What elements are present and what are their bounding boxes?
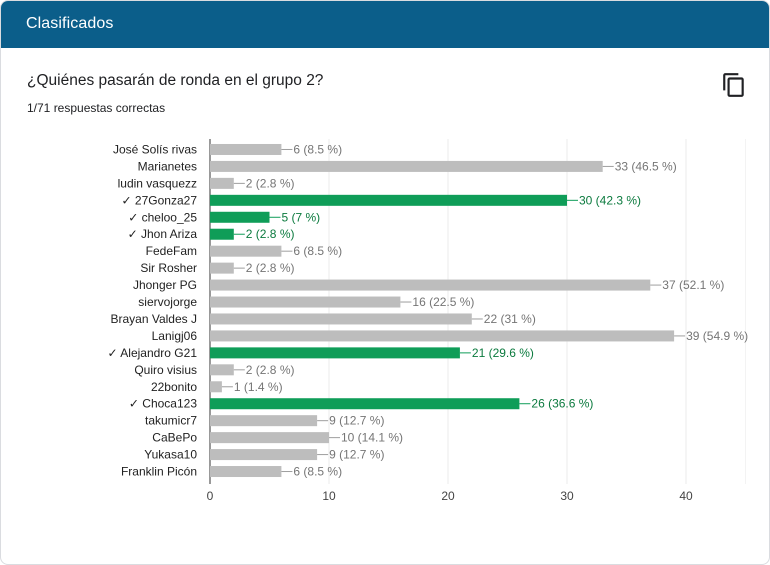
results-bar-chart: 0 10 20 30 40 José Solís rivas 6 (8.5 %) Marian… — [108, 139, 748, 503]
value-label: 39 (54.9 %) — [686, 329, 748, 343]
category-label: ludin vasquezz — [118, 176, 197, 190]
bar — [210, 279, 651, 291]
category-label: Yukasa10 — [144, 448, 197, 462]
category-label: siervojorge — [138, 295, 197, 309]
value-label: 26 (36.6 %) — [531, 397, 593, 411]
value-label: 16 (22.5 %) — [412, 295, 474, 309]
copy-icon — [723, 73, 744, 97]
bar — [210, 466, 282, 478]
value-label: 1 (1.4 %) — [234, 380, 283, 394]
bar — [210, 432, 329, 444]
category-label: ✓ 27Gonza27 — [122, 193, 198, 207]
bar — [210, 245, 282, 257]
bar — [210, 449, 318, 461]
value-label: 9 (12.7 %) — [329, 414, 384, 428]
value-label: 2 (2.8 %) — [246, 176, 295, 190]
bar — [210, 313, 472, 325]
category-label: Quiro visius — [134, 363, 197, 377]
x-tick-label: 40 — [679, 489, 693, 503]
value-label: 37 (52.1 %) — [662, 278, 724, 292]
section-header: Clasificados — [1, 1, 769, 48]
x-tick-label: 20 — [441, 489, 455, 503]
value-label: 22 (31 %) — [484, 312, 536, 326]
value-label: 6 (8.5 %) — [293, 465, 342, 479]
category-label: ✓ Jhon Ariza — [128, 227, 198, 241]
bar — [210, 262, 234, 274]
bar — [210, 160, 603, 172]
value-label: 9 (12.7 %) — [329, 448, 384, 462]
x-tick-label: 10 — [322, 489, 336, 503]
bar — [210, 381, 222, 393]
correct-answers-count: 1/71 respuestas correctas — [27, 101, 166, 115]
bar — [210, 177, 234, 189]
bar — [210, 398, 520, 410]
category-label: Brayan Valdes J — [111, 312, 198, 326]
category-label: CaBePo — [152, 431, 197, 445]
bar — [210, 143, 282, 155]
bar — [210, 211, 270, 223]
category-label: José Solís rivas — [113, 142, 197, 156]
category-label: 22bonito — [151, 380, 197, 394]
category-label: Franklin Picón — [121, 465, 197, 479]
value-label: 30 (42.3 %) — [579, 193, 641, 207]
category-label: ✓ cheloo_25 — [128, 210, 197, 224]
category-label: ✓ Alejandro G21 — [108, 346, 198, 360]
x-tick-label: 30 — [560, 489, 574, 503]
value-label: 10 (14.1 %) — [341, 431, 403, 445]
value-label: 33 (46.5 %) — [615, 159, 677, 173]
value-label: 21 (29.6 %) — [472, 346, 534, 360]
category-label: takumicr7 — [145, 414, 197, 428]
bar — [210, 415, 318, 427]
category-label: Sir Rosher — [140, 261, 197, 275]
bar — [210, 347, 460, 359]
copy-chart-button[interactable] — [721, 72, 747, 98]
bar — [210, 296, 401, 308]
value-label: 2 (2.8 %) — [246, 227, 295, 241]
bar — [210, 364, 234, 376]
bar — [210, 194, 567, 206]
category-label: ✓ Choca123 — [129, 397, 197, 411]
value-label: 2 (2.8 %) — [246, 363, 295, 377]
x-tick-label: 0 — [207, 489, 214, 503]
question-title: ¿Quiénes pasarán de ronda en el grupo 2? — [27, 72, 324, 89]
bar — [210, 228, 234, 240]
value-label: 5 (7 %) — [282, 210, 321, 224]
category-label: Jhonger PG — [133, 278, 197, 292]
bar — [210, 330, 675, 342]
category-label: FedeFam — [146, 244, 197, 258]
category-label: Lanigj06 — [152, 329, 198, 343]
value-label: 6 (8.5 %) — [293, 142, 342, 156]
value-label: 2 (2.8 %) — [246, 261, 295, 275]
section-title: Clasificados — [26, 15, 114, 32]
category-label: Marianetes — [138, 159, 197, 173]
value-label: 6 (8.5 %) — [293, 244, 342, 258]
